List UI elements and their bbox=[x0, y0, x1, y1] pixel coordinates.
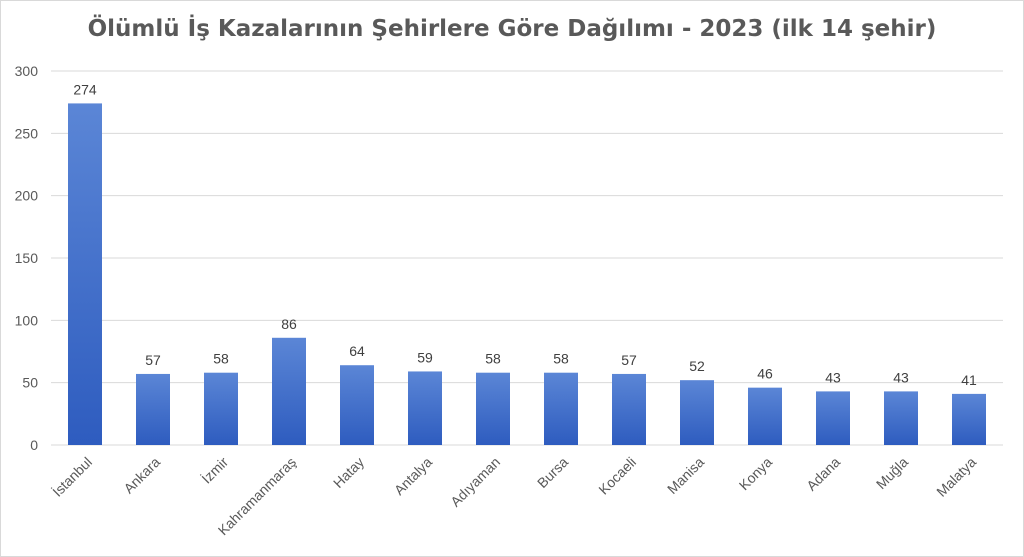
x-tick-label: Malatya bbox=[933, 454, 979, 500]
data-label: 41 bbox=[961, 372, 977, 388]
data-label: 43 bbox=[825, 369, 841, 385]
y-tick-label: 100 bbox=[15, 312, 39, 328]
x-tick-label: Bursa bbox=[534, 454, 571, 491]
bar bbox=[272, 337, 306, 445]
y-tick-label: 150 bbox=[15, 250, 39, 266]
bar bbox=[680, 380, 714, 445]
bar bbox=[68, 103, 102, 445]
y-tick-label: 0 bbox=[30, 437, 38, 453]
bar bbox=[340, 365, 374, 445]
data-label: 52 bbox=[689, 358, 705, 374]
data-label: 58 bbox=[213, 351, 229, 367]
data-label: 57 bbox=[145, 352, 161, 368]
bar bbox=[476, 372, 510, 445]
bar bbox=[136, 373, 170, 445]
data-labels: 274 57 58 86 64 59 58 58 57 52 46 43 43 41 bbox=[73, 81, 977, 387]
gridlines bbox=[51, 70, 1003, 446]
x-tick-label: Adıyaman bbox=[447, 454, 503, 510]
x-tick-label: Adana bbox=[803, 454, 843, 494]
bar bbox=[612, 373, 646, 445]
y-tick-label: 300 bbox=[15, 63, 39, 79]
y-tick-label: 200 bbox=[15, 188, 39, 204]
data-label: 58 bbox=[553, 351, 569, 367]
y-tick-label: 250 bbox=[15, 125, 39, 141]
bar bbox=[952, 393, 986, 445]
x-tick-label: Ankara bbox=[120, 454, 163, 497]
data-label: 46 bbox=[757, 366, 773, 382]
bar bbox=[884, 391, 918, 445]
data-label: 64 bbox=[349, 343, 365, 359]
x-tick-label: Manisa bbox=[664, 454, 707, 497]
data-label: 274 bbox=[73, 81, 97, 97]
y-axis: 0 50 100 150 200 250 300 bbox=[15, 63, 39, 453]
bar bbox=[408, 371, 442, 445]
bar bbox=[204, 372, 238, 445]
data-label: 86 bbox=[281, 316, 297, 332]
x-tick-label: Muğla bbox=[873, 454, 911, 492]
bar bbox=[544, 372, 578, 445]
bar bbox=[748, 387, 782, 445]
data-label: 43 bbox=[893, 369, 909, 385]
x-tick-label: Hatay bbox=[330, 454, 367, 491]
x-tick-label: Konya bbox=[736, 454, 776, 494]
bars bbox=[68, 103, 986, 445]
x-tick-label: İzmir bbox=[198, 453, 232, 487]
chart-title: Ölümlü İş Kazalarının Şehirlere Göre Dağ… bbox=[87, 16, 937, 42]
data-label: 57 bbox=[621, 352, 637, 368]
x-tick-label: İstanbul bbox=[48, 453, 95, 500]
data-label: 58 bbox=[485, 351, 501, 367]
y-tick-label: 50 bbox=[22, 375, 38, 391]
x-tick-label: Kocaeli bbox=[595, 454, 639, 498]
x-tick-label: Antalya bbox=[391, 454, 435, 498]
bar bbox=[816, 391, 850, 445]
data-label: 59 bbox=[417, 349, 433, 365]
